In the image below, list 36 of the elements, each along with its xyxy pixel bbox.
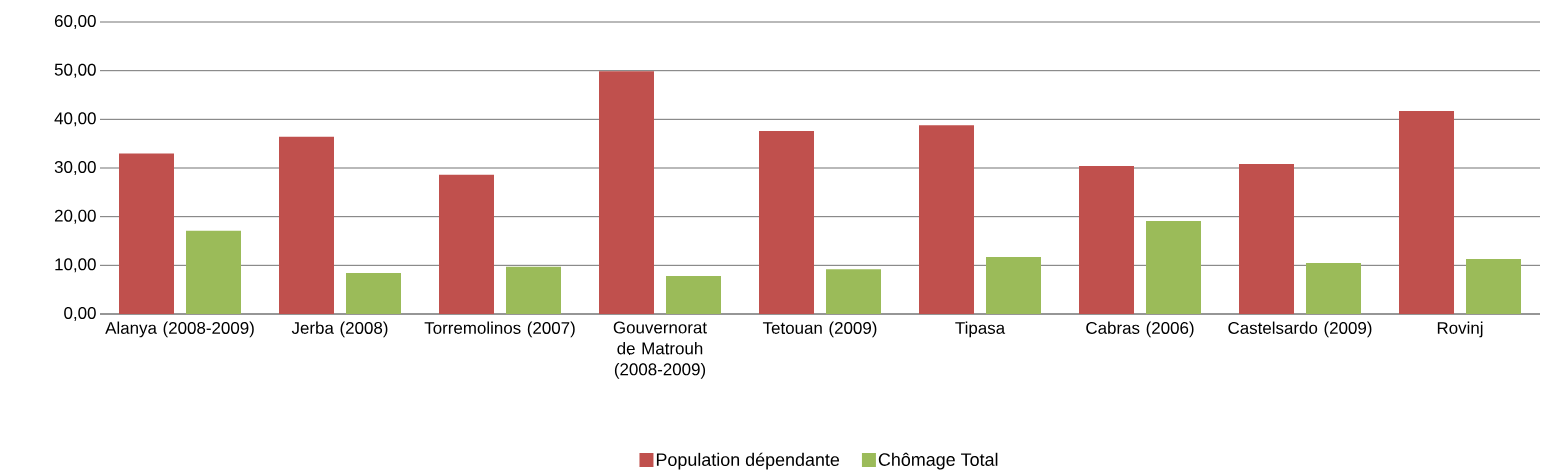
bar	[506, 266, 561, 314]
legend-label: Chômage Total	[878, 452, 998, 470]
x-tick-label: Tetouan (2009)	[762, 321, 877, 338]
y-tick-label: 40,00	[54, 112, 96, 127]
x-tick-label: Gouvernorat de Matrouh (2008-2009)	[613, 321, 707, 379]
bar	[1399, 111, 1455, 314]
x-tick-label: Jerba (2008)	[291, 321, 388, 338]
bar	[1239, 164, 1294, 314]
bar	[666, 276, 721, 314]
bar	[1079, 166, 1134, 314]
x-tick-label: Torremolinos (2007)	[424, 321, 575, 338]
bar	[826, 269, 881, 314]
bar	[919, 125, 974, 314]
x-tick-label: Tipasa	[955, 321, 1006, 338]
y-tick-label: 50,00	[54, 63, 96, 78]
x-tick-label: Rovinj	[1437, 321, 1483, 338]
y-tick-label: 30,00	[54, 161, 96, 175]
bar	[986, 257, 1041, 314]
x-tick-label: Castelsardo (2009)	[1228, 321, 1372, 338]
y-tick-label: 60,00	[54, 15, 96, 30]
bar	[1146, 221, 1201, 314]
y-tick-label: 10,00	[55, 258, 96, 273]
y-tick-label: 20,00	[54, 209, 96, 224]
bar	[1466, 259, 1522, 314]
bar	[599, 71, 654, 314]
bar	[1306, 262, 1362, 314]
bar	[346, 273, 401, 314]
x-tick-label: Cabras (2006)	[1086, 321, 1194, 338]
bar	[119, 153, 174, 314]
x-tick-label: Alanya (2008-2009)	[105, 321, 254, 338]
bar	[279, 136, 334, 314]
bar	[186, 230, 241, 314]
bar	[759, 131, 814, 314]
legend-label: Population dépendante	[656, 452, 840, 470]
bar	[439, 174, 494, 314]
y-tick-label: 0,00	[64, 307, 96, 321]
